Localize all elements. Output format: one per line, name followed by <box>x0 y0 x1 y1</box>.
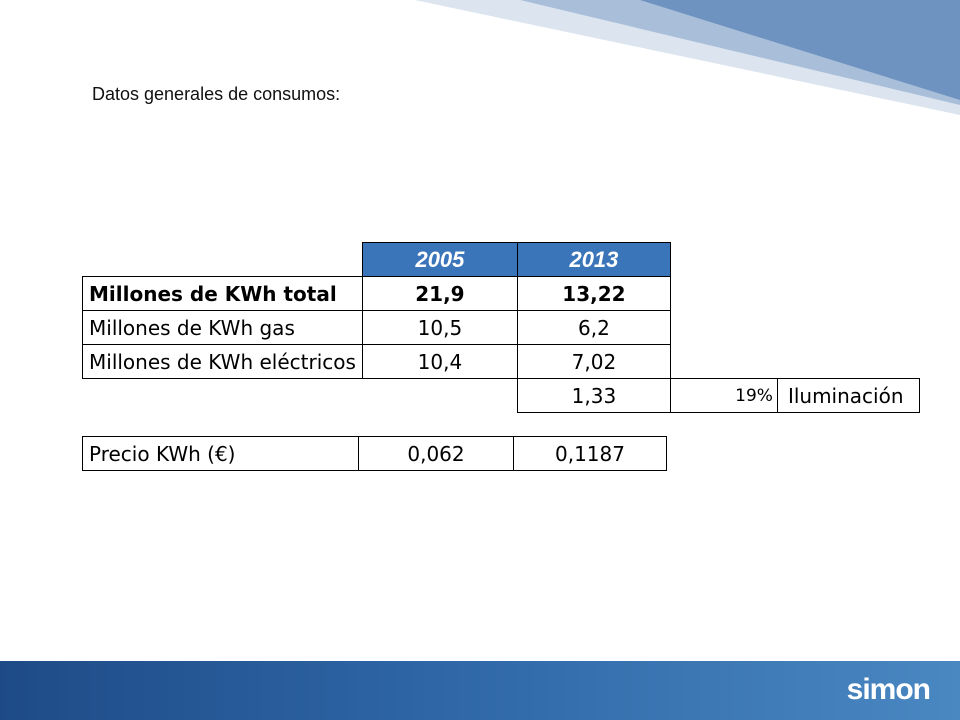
value-2005: 10,5 <box>361 310 518 345</box>
table-header-row: 2005 2013 <box>83 242 920 277</box>
value-2013: 6,2 <box>516 310 671 345</box>
price-2013: 0,1187 <box>513 436 667 471</box>
price-label: Precio KWh (€) <box>82 436 359 471</box>
lighting-label: Iluminación <box>776 378 920 413</box>
consumption-table: 2005 2013 Millones de KWh total 21,9 13,… <box>82 242 920 413</box>
row-label: Millones de KWh total <box>82 276 363 311</box>
decorative-stripes <box>415 0 960 115</box>
value-2013: 13,22 <box>516 276 671 311</box>
value-2005: 10,4 <box>361 344 518 379</box>
lighting-percent: 19% <box>669 378 778 413</box>
table-row: Millones de KWh eléctricos 10,4 7,02 <box>82 344 920 379</box>
value-2013: 7,02 <box>516 344 671 379</box>
row-label: Millones de KWh gas <box>82 310 363 345</box>
table-row: Millones de KWh gas 10,5 6,2 <box>82 310 920 345</box>
row-label: Millones de KWh eléctricos <box>82 344 363 379</box>
extra-row: 1,33 19% Iluminación <box>83 378 920 413</box>
empty-cell <box>83 243 363 277</box>
table-row: Millones de KWh total 21,9 13,22 <box>82 276 920 311</box>
price-table: Precio KWh (€) 0,062 0,1187 <box>82 436 667 471</box>
table-row: Precio KWh (€) 0,062 0,1187 <box>82 436 667 471</box>
lighting-value-2013: 1,33 <box>516 378 671 413</box>
page-heading: Datos generales de consumos: <box>92 84 341 104</box>
footer-bar: simon <box>0 661 960 720</box>
empty-cell <box>362 379 517 413</box>
value-2005: 21,9 <box>361 276 518 311</box>
simon-logo: simon <box>846 673 931 706</box>
header-2013: 2013 <box>516 242 671 277</box>
empty-cell <box>83 379 363 413</box>
header-2005: 2005 <box>361 242 518 277</box>
price-2005: 0,062 <box>358 436 514 471</box>
